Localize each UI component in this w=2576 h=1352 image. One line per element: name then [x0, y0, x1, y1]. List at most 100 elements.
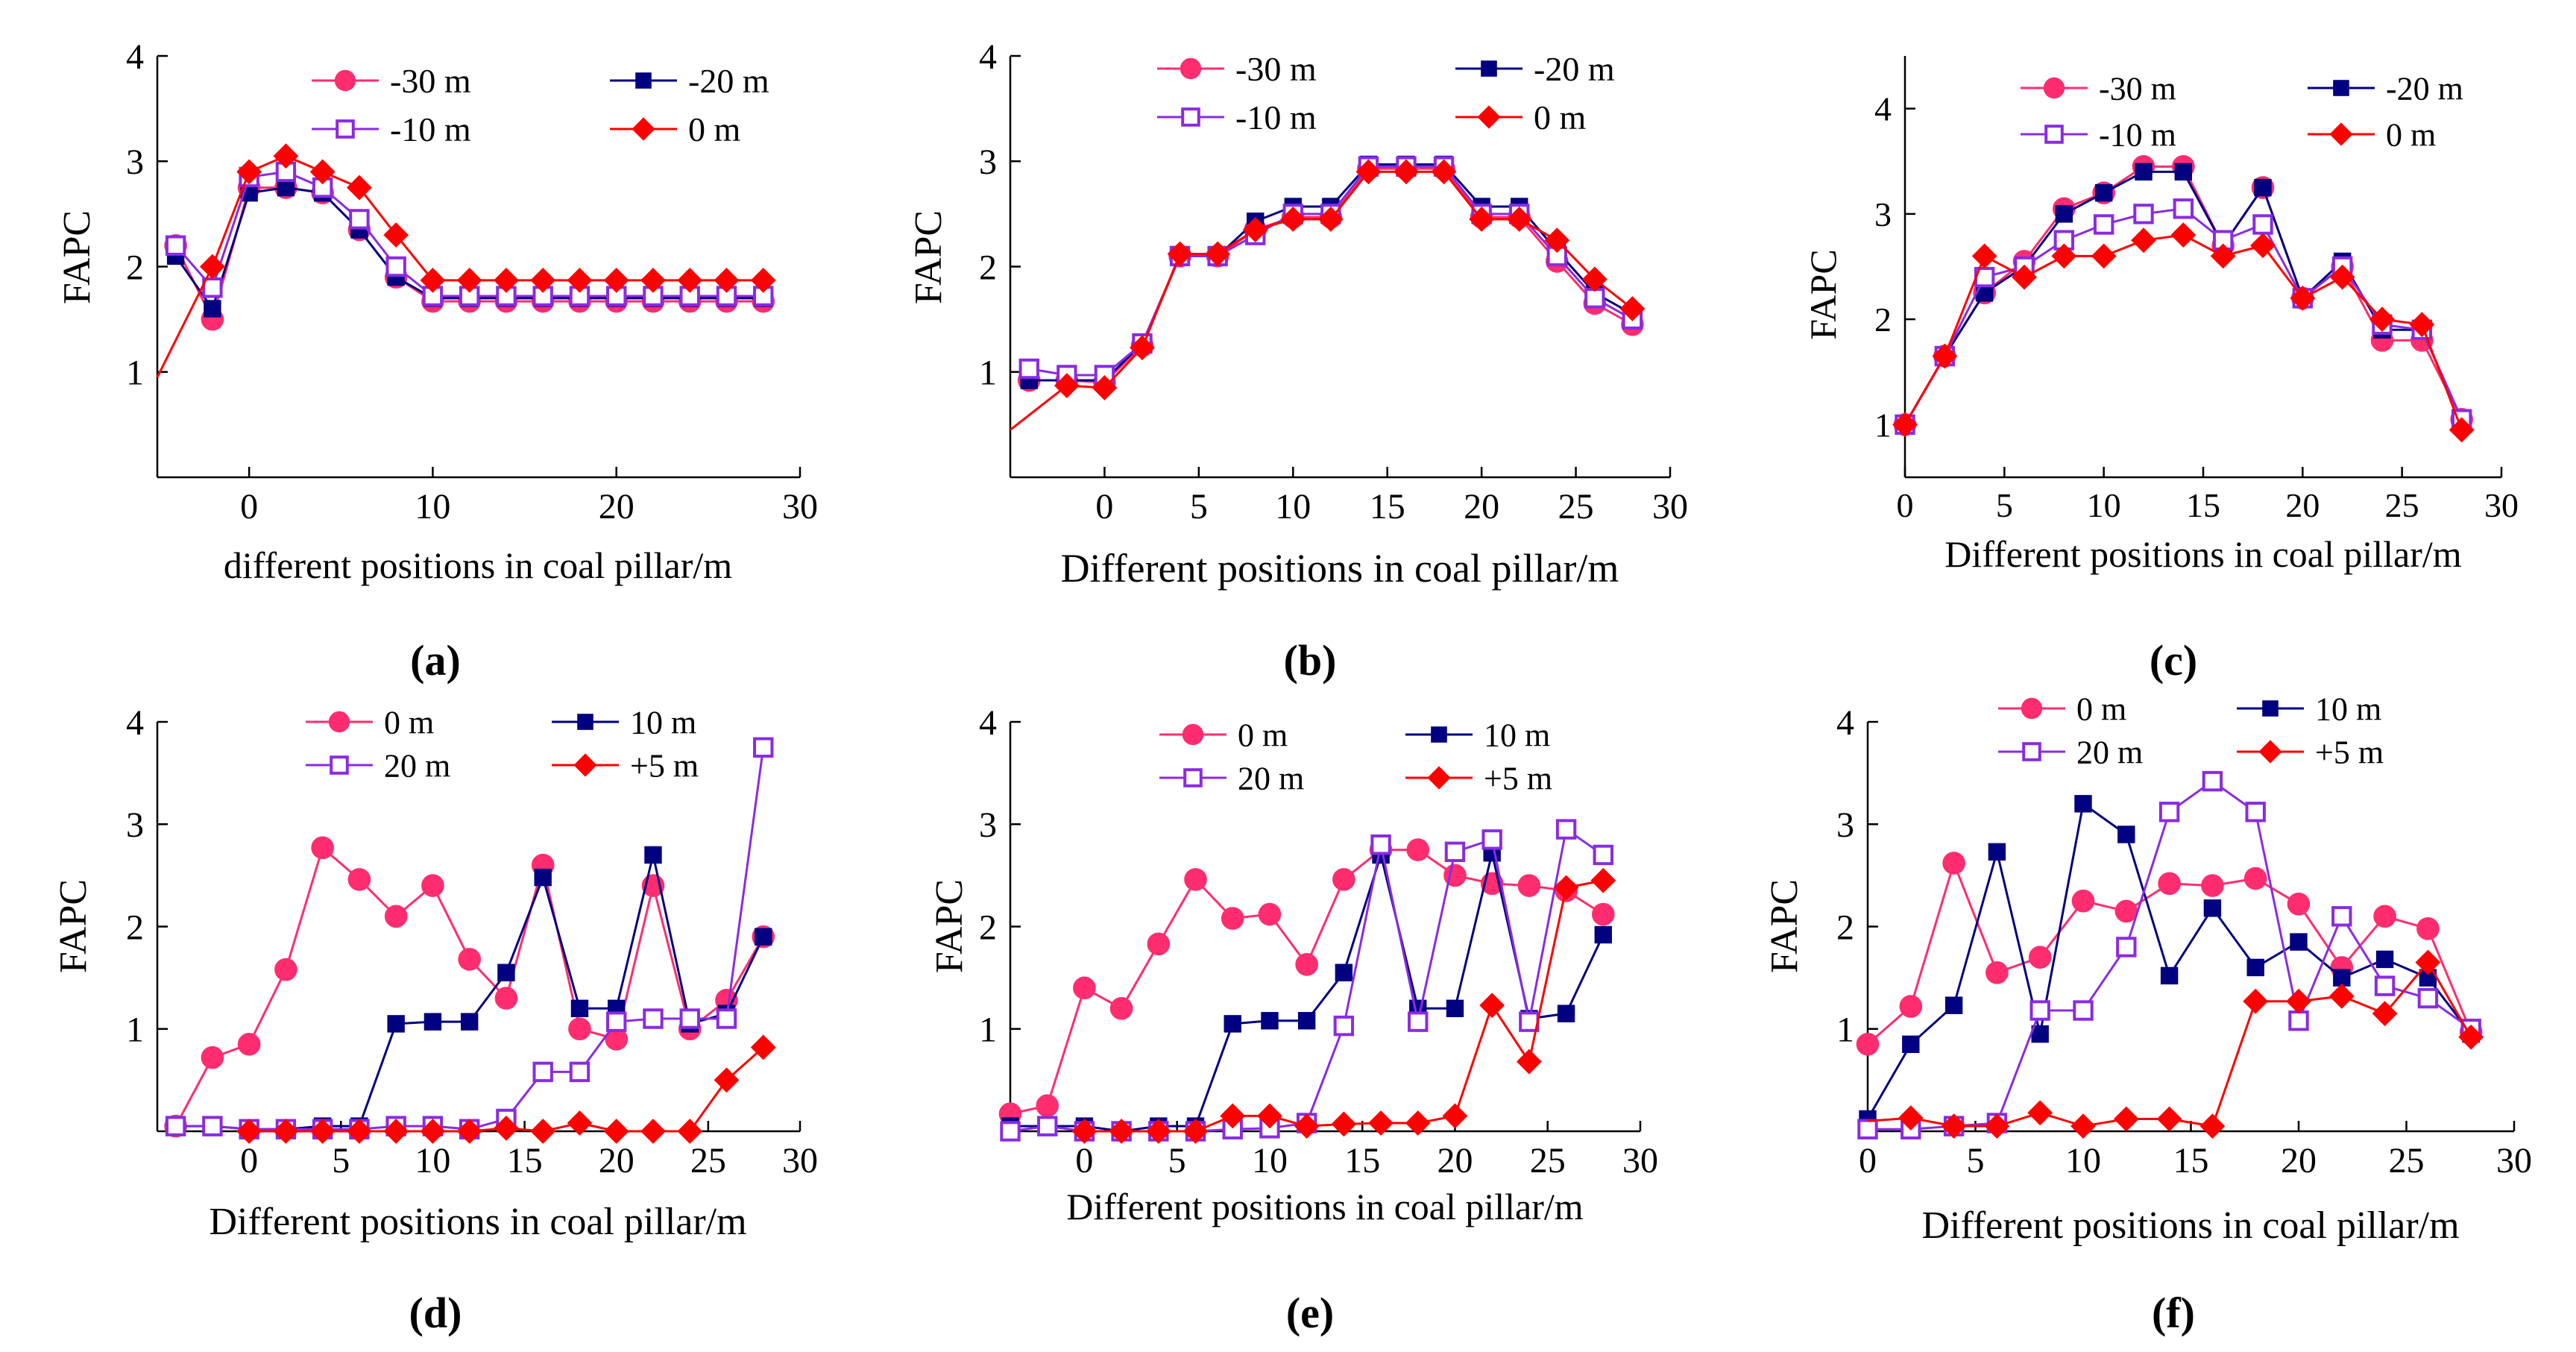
data-point	[420, 1119, 446, 1144]
y-tick-label: 4	[126, 703, 144, 743]
data-point	[677, 267, 703, 293]
data-point	[2028, 946, 2052, 969]
y-tick-label: 3	[979, 142, 997, 182]
data-point	[165, 1116, 186, 1136]
x-tick-label: 30	[782, 1141, 818, 1180]
x-tick-label: 0	[1095, 487, 1113, 526]
data-point	[2116, 937, 2137, 958]
data-point	[201, 1046, 224, 1069]
data-point	[2254, 178, 2272, 197]
x-axis-title: Different positions in coal pillar/m	[1066, 1186, 1583, 1227]
data-point	[1553, 875, 1579, 901]
data-point	[2173, 198, 2194, 219]
data-point	[1446, 999, 1464, 1017]
x-tick-label: 20	[1464, 487, 1499, 526]
x-tick-label: 5	[332, 1141, 350, 1180]
y-tick-label: 2	[126, 908, 144, 947]
panel-d: 1 2 3 4 0 5 10 15 20 25 30 Different positions in c…	[52, 703, 818, 1337]
legend-label: 0 m	[1238, 717, 1288, 753]
data-point	[2210, 243, 2236, 269]
data-point	[1224, 1015, 1241, 1033]
y-tick-label: 4	[979, 37, 997, 77]
data-point	[1591, 902, 1615, 926]
legend: 0 m 10 m 20 m +5 m	[1998, 691, 2384, 770]
data-point	[567, 267, 593, 293]
x-tick-label: 15	[1344, 1141, 1380, 1180]
data-point	[2073, 1000, 2094, 1021]
data-point	[1205, 241, 1231, 267]
data-point	[383, 1119, 409, 1144]
legend-label: 0 m	[2386, 116, 2436, 153]
legend-marker	[330, 755, 349, 775]
data-point	[2094, 183, 2113, 202]
data-point	[1555, 819, 1577, 840]
data-point	[2409, 312, 2435, 338]
y-tick-label: 3	[1874, 195, 1892, 233]
data-point	[1182, 1119, 1209, 1144]
y-axis-title: FAPC	[52, 879, 95, 973]
data-point	[1516, 1048, 1542, 1075]
data-point	[309, 159, 336, 185]
data-point	[1942, 852, 1965, 875]
legend-label: -30 m	[390, 62, 471, 100]
y-tick-label: 2	[1836, 908, 1854, 947]
data-point	[1517, 874, 1541, 897]
data-point	[2417, 987, 2439, 1009]
y-tick-label: 3	[1836, 805, 1854, 845]
data-point	[2131, 227, 2156, 254]
legend: 0 m 10 m 20 m +5 m	[1159, 717, 1552, 796]
data-point	[1557, 1004, 1575, 1022]
data-point	[2070, 1113, 2096, 1139]
data-point	[1092, 375, 1118, 400]
legend-marker	[2021, 697, 2043, 720]
legend-marker	[1182, 723, 1204, 746]
data-point	[273, 1119, 299, 1144]
x-tick-label: 25	[1530, 1141, 1566, 1180]
legend-label: 0 m	[688, 110, 741, 148]
data-point	[1333, 1015, 1355, 1037]
data-point	[2286, 988, 2311, 1014]
data-point	[2372, 1001, 2398, 1027]
x-tick-label: 25	[1558, 487, 1594, 526]
x-axis-title: Different positions in coal pillar/m	[209, 1201, 746, 1243]
panel-caption: (e)	[1286, 1289, 1334, 1337]
data-point	[1294, 1113, 1320, 1139]
data-point	[677, 1119, 703, 1144]
data-point	[2374, 975, 2396, 996]
data-point	[1018, 358, 1039, 380]
data-point	[1584, 288, 1605, 309]
data-point	[1036, 1094, 1059, 1117]
legend-label: -10 m	[390, 110, 471, 148]
data-point	[2158, 802, 2180, 823]
x-tick-label: 10	[415, 1141, 450, 1180]
x-tick-label: 5	[1190, 487, 1208, 526]
data-point	[1242, 217, 1268, 242]
data-point	[1071, 1119, 1098, 1144]
data-point	[1619, 296, 1646, 321]
data-point	[1481, 829, 1502, 850]
data-point	[1355, 159, 1382, 185]
legend-label: 0 m	[1534, 98, 1587, 136]
data-point	[1975, 284, 1994, 302]
data-point	[421, 874, 444, 897]
data-point	[456, 1119, 482, 1144]
legend-marker	[2262, 700, 2279, 717]
x-tick-label: 30	[782, 487, 818, 526]
legend-marker	[1427, 766, 1451, 790]
y-axis-title: FAPC	[928, 879, 971, 973]
x-tick-label: 0	[240, 487, 258, 526]
x-tick-label: 30	[1652, 487, 1688, 526]
legend-label: 10 m	[630, 704, 696, 741]
data-point	[2091, 243, 2117, 269]
legend-marker	[2043, 77, 2065, 99]
y-tick-label: 4	[126, 37, 144, 77]
data-point	[237, 1033, 261, 1056]
data-point	[2375, 950, 2394, 969]
x-tick-label: 20	[1437, 1141, 1473, 1180]
x-tick-label: 20	[2281, 1141, 2317, 1180]
data-point	[567, 1110, 593, 1136]
data-point	[716, 1008, 737, 1029]
data-point	[2416, 916, 2440, 940]
data-point	[1037, 1116, 1058, 1136]
panel-f: 1 2 3 4 0 5 10 15 20 25 30 Different positions in c…	[1763, 691, 2532, 1337]
